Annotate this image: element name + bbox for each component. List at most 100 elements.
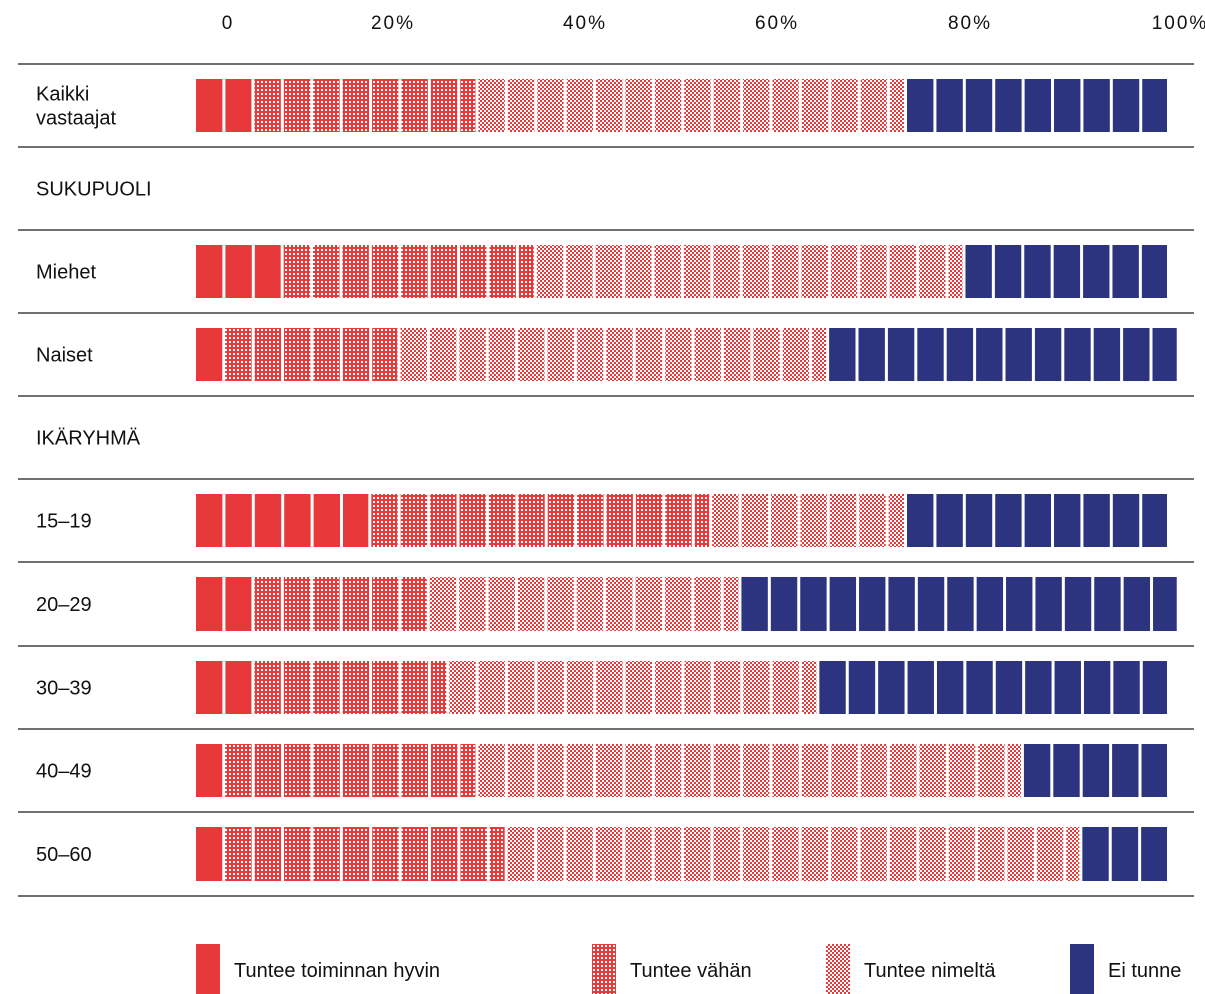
bar-block <box>947 577 974 631</box>
bar-block <box>459 494 486 547</box>
bar-block <box>283 577 311 631</box>
bar-block <box>743 744 770 797</box>
bar-block <box>401 744 429 797</box>
bar-block <box>654 827 682 881</box>
bar-block <box>1054 494 1081 547</box>
bar-block <box>342 79 370 132</box>
bar-block <box>401 245 428 298</box>
bar-block <box>1064 328 1091 381</box>
bar-block <box>1053 744 1080 797</box>
legend-item: Ei tunne <box>1070 944 1181 994</box>
bar-block <box>694 328 721 381</box>
bar-block <box>1054 79 1081 132</box>
bar-block <box>684 827 711 881</box>
bar-block <box>517 577 545 631</box>
bar-block <box>1112 245 1139 298</box>
row-label: 30–39 <box>36 678 92 700</box>
bar-segment <box>196 744 223 797</box>
bar-block <box>225 328 252 381</box>
bar-block <box>342 744 370 797</box>
legend-item: Tuntee toiminnan hyvin <box>196 944 440 994</box>
bar-block <box>907 661 934 714</box>
bar-block <box>518 494 545 547</box>
bar-block <box>284 494 311 547</box>
bar-block <box>196 744 223 797</box>
bar-block <box>936 494 963 547</box>
bar-block <box>936 79 963 132</box>
bar-block <box>1053 245 1081 298</box>
bar-segment <box>196 577 252 631</box>
bar-block <box>342 577 370 631</box>
legend-swatch <box>1070 944 1094 994</box>
bar-block <box>1007 744 1021 797</box>
bar-block <box>313 577 340 631</box>
bar-segment <box>965 245 1167 298</box>
bar-block <box>917 577 945 631</box>
bar-block <box>625 661 653 714</box>
bar-segment <box>907 79 1167 132</box>
bar-block <box>342 245 369 298</box>
bar-block <box>254 79 281 132</box>
bar-block <box>596 744 623 797</box>
bar-block <box>831 744 858 797</box>
bar-segment <box>254 577 427 631</box>
bar-block <box>1023 744 1051 797</box>
bar-block <box>225 79 252 132</box>
bar-segment <box>712 494 905 547</box>
bar-block <box>1123 577 1151 631</box>
bar-block <box>225 661 252 714</box>
bar-block <box>713 245 740 298</box>
bar-block <box>606 328 633 381</box>
bar-row: Miehet <box>36 245 1167 298</box>
bar-block <box>743 661 770 714</box>
bar-segment <box>196 827 223 881</box>
bar-block <box>372 79 399 132</box>
bar-row: 40–49 <box>36 744 1167 797</box>
bar-block <box>665 494 692 547</box>
bar-block <box>713 744 741 797</box>
bar-block <box>684 661 711 714</box>
bar-block <box>888 577 915 631</box>
bar-block <box>342 827 370 881</box>
bar-block <box>654 245 681 298</box>
row-label: 50–60 <box>36 844 92 866</box>
bar-block <box>887 328 915 381</box>
bar-block <box>723 577 739 631</box>
bar-block <box>859 494 886 547</box>
bar-block <box>449 661 476 714</box>
bar-block <box>919 744 946 797</box>
bar-block <box>1066 827 1080 881</box>
bar-block <box>625 744 652 797</box>
bar-block <box>547 577 574 631</box>
bar-block <box>460 827 487 881</box>
bar-block <box>225 245 252 298</box>
bar-block <box>254 328 282 381</box>
bar-block <box>1006 577 1033 631</box>
bar-block <box>478 79 505 132</box>
bar-block <box>488 494 516 547</box>
bar-block <box>313 328 340 381</box>
bar-block <box>829 577 857 631</box>
bar-block <box>625 79 652 132</box>
bar-block <box>860 744 888 797</box>
bar-segment <box>536 245 963 298</box>
bar-block <box>965 494 993 547</box>
bar-block <box>460 245 487 298</box>
section-label: IKÄRYHMÄ <box>36 428 141 450</box>
bar-block <box>225 827 252 881</box>
bar-block <box>1094 577 1121 631</box>
bar-block <box>1036 827 1064 881</box>
bar-block <box>655 661 682 714</box>
bar-segment <box>254 661 447 714</box>
bar-segment <box>196 328 223 381</box>
bar-block <box>401 827 429 881</box>
bar-block <box>831 79 858 132</box>
bar-block <box>1093 328 1121 381</box>
bar-segment <box>371 494 710 547</box>
bar-block <box>313 661 340 714</box>
bar-block <box>566 744 594 797</box>
bar-block <box>1083 494 1110 547</box>
bar-block <box>965 79 993 132</box>
bar-segment <box>196 245 281 298</box>
bar-block <box>478 661 506 714</box>
